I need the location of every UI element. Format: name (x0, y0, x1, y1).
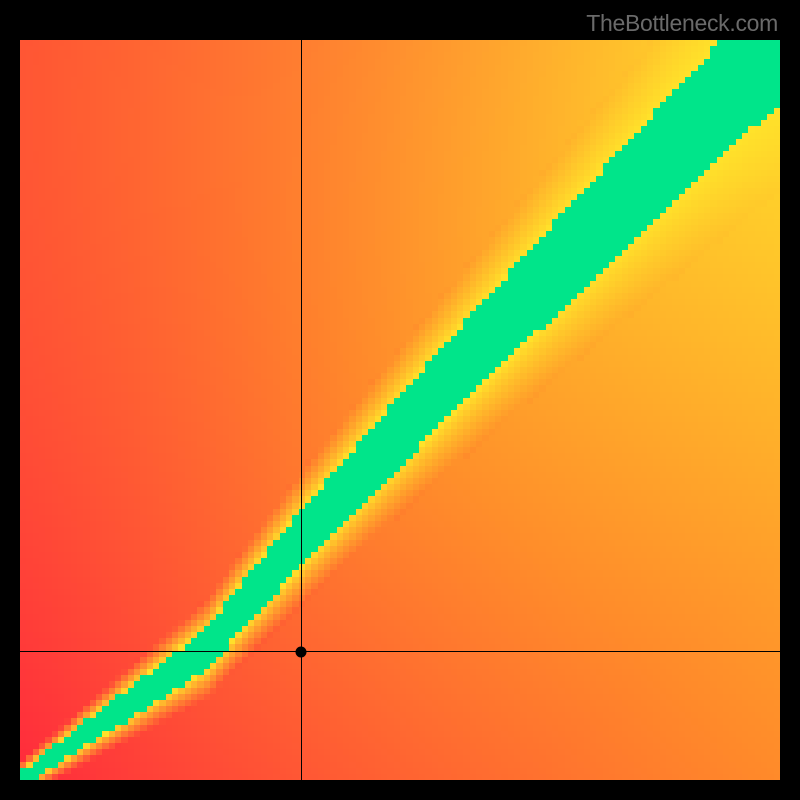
heatmap-plot (20, 40, 780, 780)
crosshair-marker (296, 646, 307, 657)
watermark-text: TheBottleneck.com (586, 10, 778, 37)
heatmap-canvas (20, 40, 780, 780)
crosshair-horizontal (20, 651, 780, 652)
crosshair-vertical (301, 40, 302, 780)
